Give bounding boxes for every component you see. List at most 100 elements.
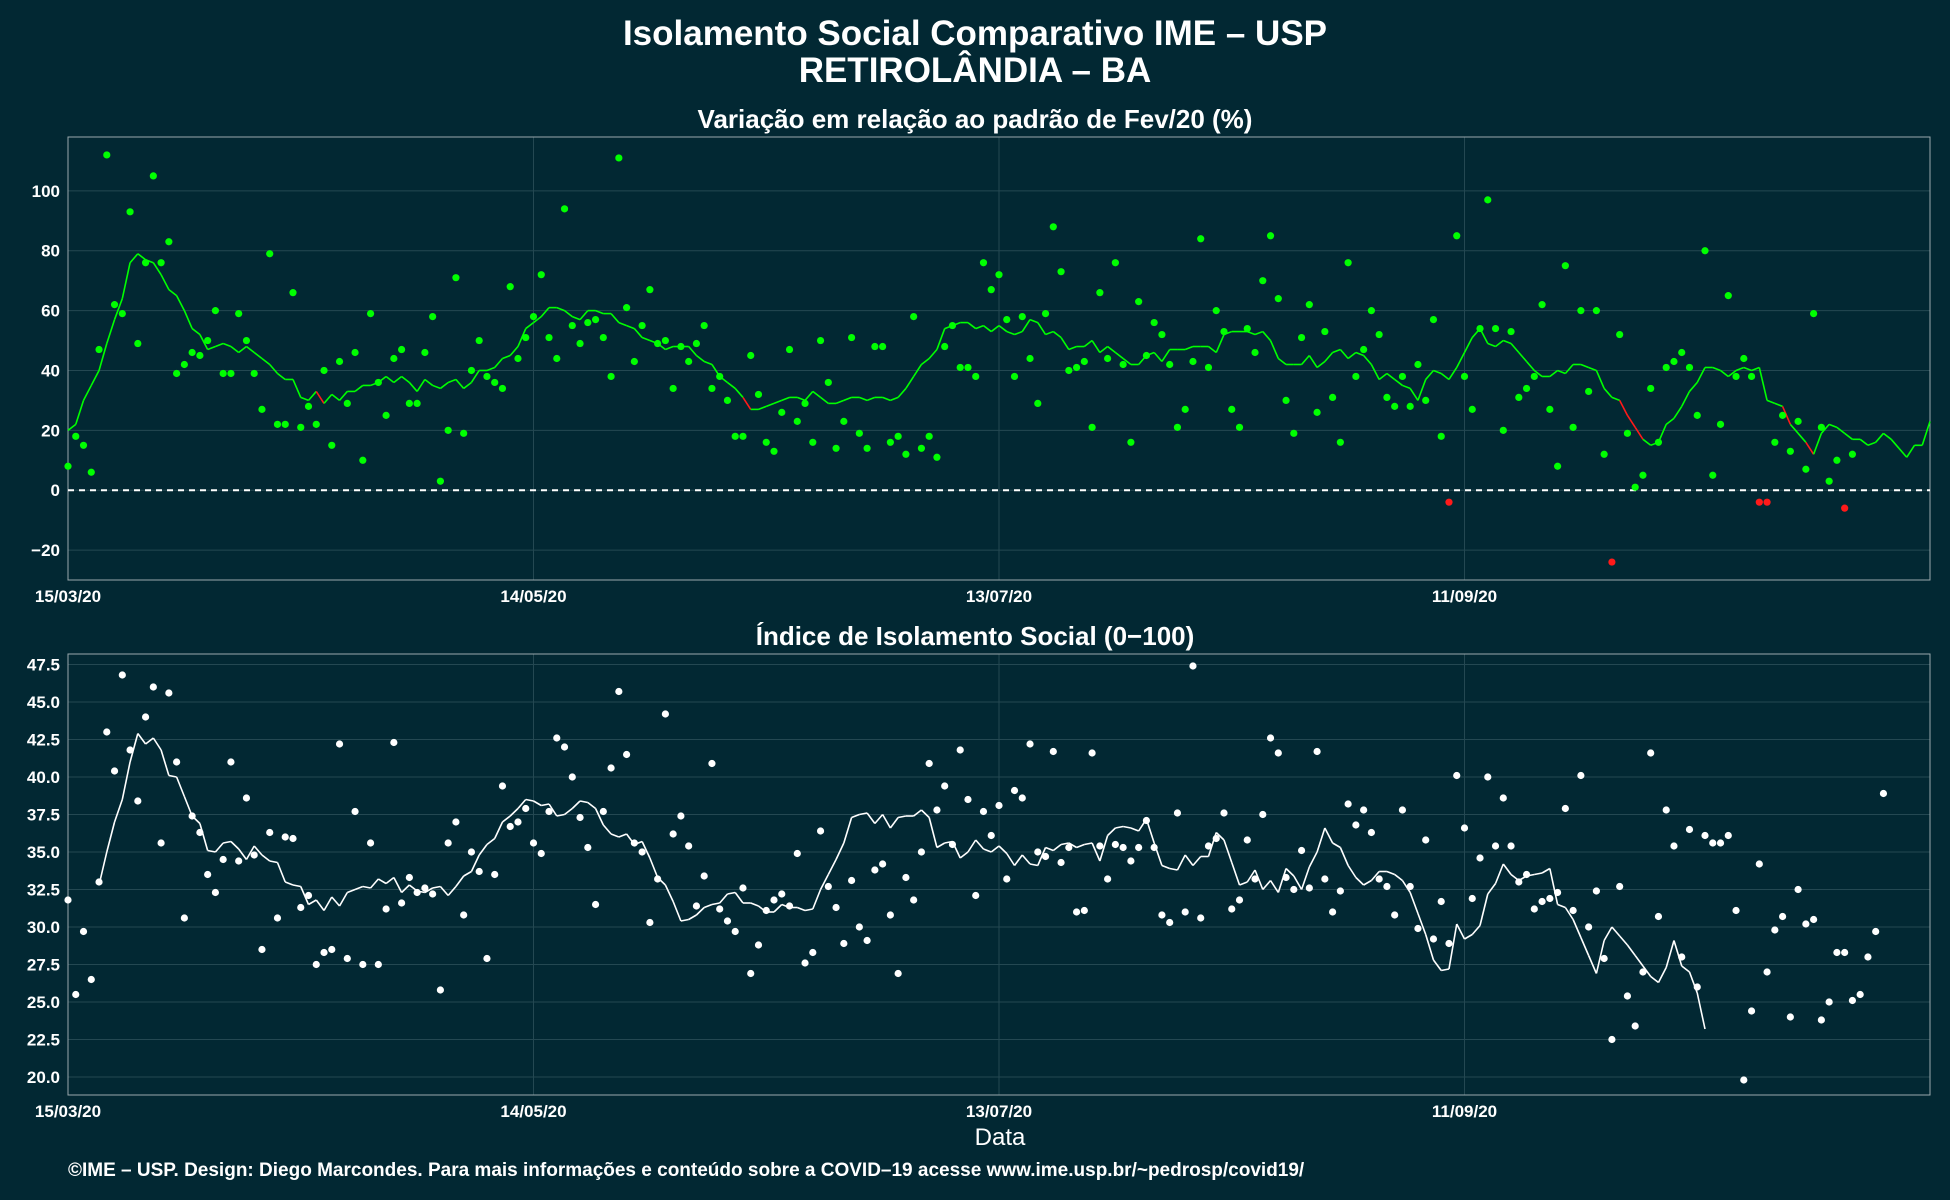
variation-moving-average-segment (967, 321, 977, 330)
variation-data-point (1616, 330, 1624, 339)
variation-moving-average-segment (230, 345, 240, 354)
variation-data-point (1422, 396, 1430, 405)
variation-data-point (1608, 558, 1616, 566)
index-panel-title: Índice de Isolamento Social (0−100) (756, 621, 1195, 651)
variation-y-tick-label: 0 (51, 481, 60, 500)
index-data-point (1057, 858, 1065, 867)
index-data-point (1003, 875, 1011, 883)
variation-moving-average-segment (207, 345, 216, 351)
index-moving-average-segment (214, 842, 224, 853)
variation-moving-average-segment (533, 315, 542, 324)
variation-moving-average-segment (323, 393, 333, 404)
index-moving-average-segment (750, 902, 759, 907)
index-data-point (79, 927, 88, 936)
variation-moving-average-segment (1363, 354, 1373, 366)
variation-moving-average-segment (215, 342, 224, 348)
variation-data-point (1414, 360, 1422, 369)
variation-moving-average-segment (1386, 372, 1396, 381)
variation-moving-average-segment (758, 405, 767, 411)
index-moving-average-segment (1347, 865, 1357, 878)
index-moving-average-segment (1091, 842, 1101, 862)
index-data-point (343, 954, 351, 963)
index-moving-average-segment (1239, 881, 1248, 886)
variation-moving-average-segment (1378, 372, 1388, 381)
variation-moving-average-segment (1347, 351, 1357, 360)
index-moving-average-segment (727, 891, 736, 895)
variation-moving-average-segment (67, 423, 77, 431)
variation-moving-average-segment (447, 378, 457, 384)
index-moving-average-segment (1293, 875, 1303, 890)
index-data-point (1429, 935, 1438, 943)
variation-data-point (235, 310, 243, 318)
variation-data-point (1491, 324, 1500, 333)
variation-moving-average-segment (703, 360, 713, 366)
variation-moving-average-segment (982, 324, 992, 333)
index-moving-average-segment (664, 884, 674, 902)
variation-data-point (366, 310, 375, 318)
variation-moving-average-segment (517, 328, 527, 347)
index-data-point (948, 840, 957, 849)
index-data-point (398, 899, 406, 907)
index-data-point (1274, 749, 1282, 757)
variation-moving-average-segment (936, 328, 946, 350)
variation-data-point (591, 315, 600, 324)
index-data-point (266, 828, 274, 837)
index-moving-average-segment (447, 885, 457, 897)
index-data-point (1732, 906, 1740, 915)
index-moving-average-segment (695, 906, 705, 916)
variation-data-point (1003, 315, 1011, 324)
index-moving-average-segment (1006, 853, 1016, 866)
index-moving-average-segment (439, 885, 449, 897)
index-data-point (467, 848, 476, 856)
variation-panel-title: Variação em relação ao padrão de Fev/20 … (698, 104, 1253, 134)
variation-data-point (491, 378, 499, 387)
variation-data-point (196, 351, 204, 360)
index-data-point (235, 857, 243, 865)
variation-data-point (297, 423, 305, 431)
variation-moving-average-segment (1448, 367, 1458, 380)
index-data-point (1763, 968, 1771, 976)
variation-data-point (1569, 423, 1577, 431)
variation-data-point (304, 402, 313, 410)
variation-moving-average-segment (1890, 438, 1900, 449)
variation-moving-average-segment (1417, 379, 1427, 401)
index-moving-average-segment (1130, 827, 1139, 832)
variation-data-point (118, 310, 126, 318)
index-data-point (646, 918, 654, 927)
variation-data-point (165, 238, 173, 246)
index-data-point (204, 870, 212, 879)
variation-moving-average-segment (595, 309, 604, 315)
index-moving-average-segment (369, 878, 379, 889)
index-moving-average-segment (1642, 965, 1652, 977)
index-data-point (1290, 885, 1298, 894)
index-data-point (429, 890, 437, 898)
variation-data-point (560, 205, 569, 213)
variation-data-point (1266, 232, 1275, 240)
index-moving-average-segment (1534, 872, 1543, 876)
index-moving-average-segment (571, 800, 581, 810)
variation-moving-average-segment (796, 396, 806, 402)
variation-data-point (95, 345, 103, 354)
index-moving-average-segment (455, 875, 465, 887)
index-moving-average-segment (501, 815, 511, 823)
index-moving-average-segment (300, 886, 310, 905)
index-data-point (1282, 873, 1290, 882)
variation-moving-average-segment (1463, 337, 1473, 353)
index-moving-average-segment (525, 798, 534, 802)
variation-moving-average-segment (1300, 354, 1310, 366)
index-moving-average-segment (1230, 862, 1241, 886)
index-moving-average-segment (1541, 867, 1551, 874)
index-data-point (1554, 888, 1562, 897)
index-moving-average-segment (1161, 864, 1170, 870)
index-data-point (599, 807, 607, 816)
variation-moving-average-segment (129, 253, 139, 264)
index-moving-average-segment (874, 813, 884, 825)
index-data-point (1755, 860, 1763, 868)
index-data-point (1212, 834, 1220, 843)
index-data-point (731, 927, 739, 936)
variation-data-point (1585, 387, 1593, 396)
variation-moving-average-segment (734, 387, 744, 398)
index-data-point (1771, 926, 1779, 934)
index-data-point (894, 969, 902, 978)
variation-data-point (956, 363, 964, 372)
